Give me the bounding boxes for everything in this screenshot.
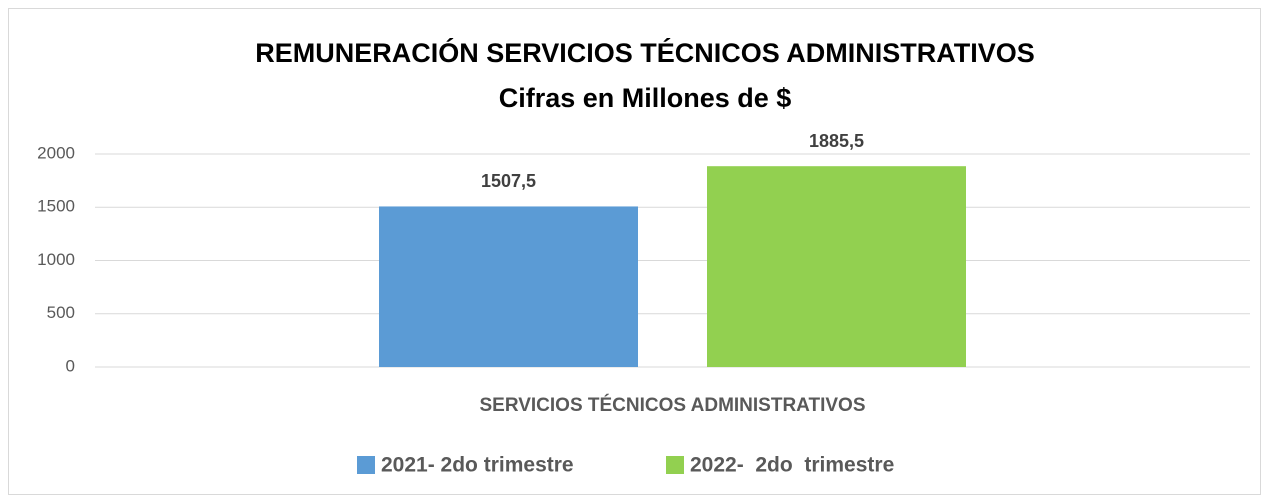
y-tick-label: 0 <box>66 356 75 375</box>
legend-swatch <box>666 456 684 474</box>
legend-label: 2022- 2do trimestre <box>690 454 894 477</box>
chart-subtitle: Cifras en Millones de $ <box>499 83 792 113</box>
data-label: 1885,5 <box>809 131 864 151</box>
y-tick-label: 2000 <box>37 143 75 162</box>
y-tick-label: 1000 <box>37 250 75 269</box>
x-tick-label: SERVICIOS TÉCNICOS ADMINISTRATIVOS <box>479 394 865 416</box>
bar <box>379 206 638 367</box>
legend-label: 2021- 2do trimestre <box>381 454 574 477</box>
y-tick-label: 500 <box>47 303 75 322</box>
chart-title: REMUNERACIÓN SERVICIOS TÉCNICOS ADMINIST… <box>255 37 1035 68</box>
y-tick-label: 1500 <box>37 197 75 216</box>
data-label: 1507,5 <box>481 171 536 191</box>
legend-swatch <box>357 456 375 474</box>
bar <box>707 166 966 367</box>
